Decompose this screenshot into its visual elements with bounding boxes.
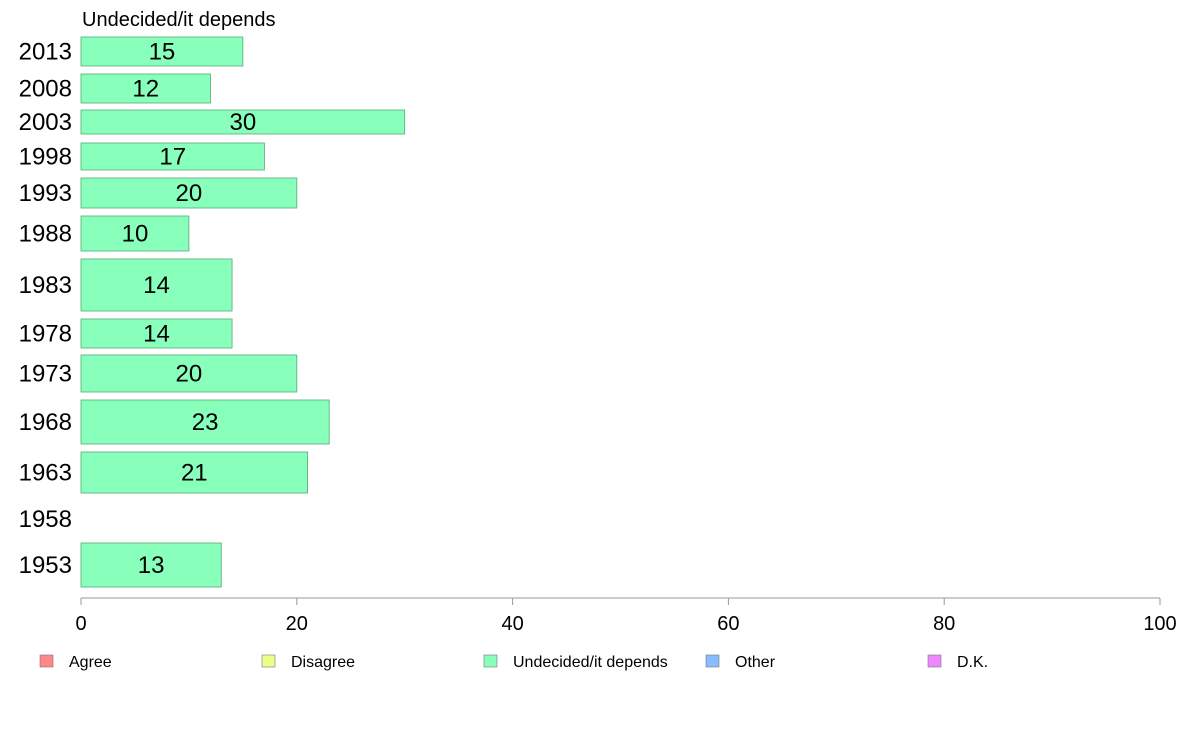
bar xyxy=(80,215,190,252)
bar xyxy=(80,109,406,135)
year-labels: 2013 2008 2003 1998 1993 1988 1983 1978 1973 1968… xyxy=(19,39,72,580)
panel-title: Undecided/it depends xyxy=(82,9,275,31)
year-label: 1978 xyxy=(19,321,72,348)
data-label: 17 xyxy=(159,144,186,171)
year-label: 1983 xyxy=(19,272,72,299)
bar xyxy=(80,258,233,312)
data-label: 21 xyxy=(181,460,208,487)
legend-label: Undecided/it depends xyxy=(513,654,668,671)
data-label: 30 xyxy=(229,109,256,136)
bar xyxy=(80,36,244,67)
year-label: 2003 xyxy=(19,109,72,136)
data-label: 20 xyxy=(176,361,203,388)
data-label: 23 xyxy=(192,409,219,436)
data-label: 14 xyxy=(143,272,170,299)
year-label: 2013 xyxy=(19,39,72,66)
x-tick-label: 60 xyxy=(717,613,739,635)
x-tick-label: 80 xyxy=(933,613,955,635)
x-axis-ticks: 0 20 40 60 80 100 xyxy=(75,598,1177,635)
bar xyxy=(80,73,211,104)
x-tick-label: 0 xyxy=(75,613,86,635)
legend-label: D.K. xyxy=(957,654,988,671)
legend-swatch xyxy=(261,654,276,668)
year-label: 1953 xyxy=(19,552,72,579)
legend: Agree Disagree Undecided/it depends Other D.… xyxy=(39,654,988,671)
legend-swatch xyxy=(483,654,498,668)
data-label: 13 xyxy=(138,552,165,579)
data-label: 12 xyxy=(132,76,159,103)
year-label: 1993 xyxy=(19,180,72,207)
bar xyxy=(80,354,298,393)
legend-swatch xyxy=(705,654,720,668)
bar xyxy=(80,399,330,445)
bar xyxy=(80,451,308,494)
legend-swatch xyxy=(927,654,942,668)
x-tick-label: 20 xyxy=(286,613,308,635)
bar xyxy=(80,542,222,588)
legend-label: Disagree xyxy=(291,654,355,671)
legend-swatch xyxy=(39,654,54,668)
data-label: 10 xyxy=(122,221,149,248)
data-label: 14 xyxy=(143,321,170,348)
legend-label: Other xyxy=(735,654,776,671)
x-tick-label: 100 xyxy=(1143,613,1176,635)
year-label: 1968 xyxy=(19,409,72,436)
year-label: 1998 xyxy=(19,144,72,171)
bar xyxy=(80,318,233,349)
bar xyxy=(80,142,265,171)
year-label: 1963 xyxy=(19,460,72,487)
x-tick-label: 40 xyxy=(501,613,523,635)
year-label: 1988 xyxy=(19,221,72,248)
data-label: 20 xyxy=(176,180,203,207)
bar xyxy=(80,177,298,209)
year-label: 1973 xyxy=(19,361,72,388)
data-label: 15 xyxy=(149,39,176,66)
year-label: 2008 xyxy=(19,76,72,103)
year-label: 1958 xyxy=(19,506,72,533)
legend-label: Agree xyxy=(69,654,112,671)
